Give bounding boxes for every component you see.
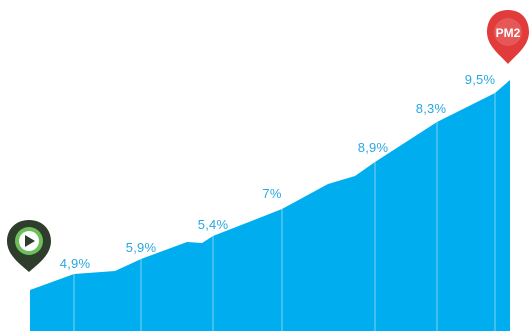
- end-marker-label: PM2: [496, 26, 521, 40]
- grade-label: 7%: [262, 186, 281, 201]
- grade-label: 4,9%: [60, 256, 91, 271]
- segment-dividers: [73, 93, 496, 331]
- start-marker[interactable]: [7, 220, 51, 272]
- end-marker[interactable]: PM2: [487, 10, 529, 64]
- grade-labels: 4,9% 5,9% 5,4% 7% 8,9% 8,3% 9,5%: [60, 72, 496, 271]
- grade-label: 8,3%: [416, 101, 447, 116]
- grade-label: 8,9%: [358, 140, 389, 155]
- play-icon: [25, 235, 35, 247]
- end-pin-face: [494, 18, 522, 46]
- grade-label: 5,4%: [198, 217, 229, 232]
- grade-label: 9,5%: [465, 72, 496, 87]
- end-pin: [487, 10, 529, 64]
- elevation-area: [30, 80, 510, 331]
- grade-label: 5,9%: [126, 240, 157, 255]
